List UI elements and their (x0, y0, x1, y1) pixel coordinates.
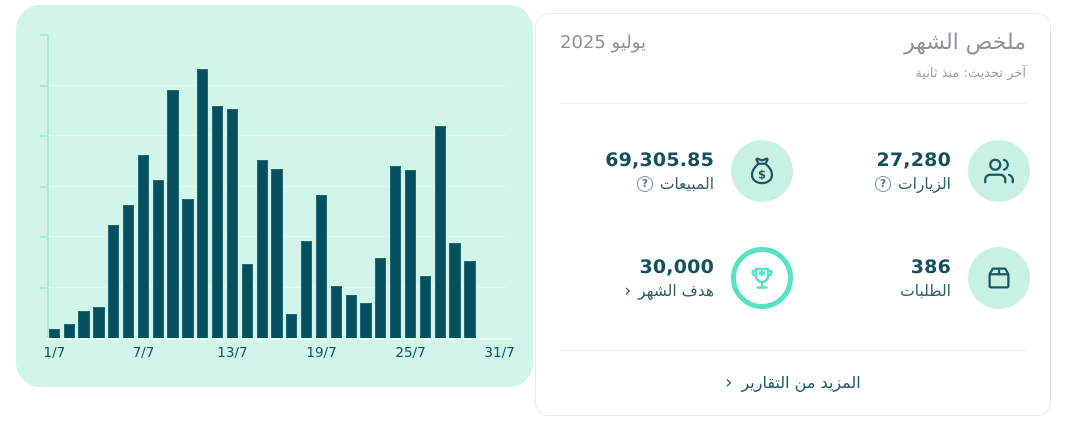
bar-18/7[interactable] (301, 241, 313, 338)
y-axis-tick (40, 236, 48, 238)
goal-value: 30,000 (639, 256, 714, 278)
x-axis-label-25/7: 25/7 (395, 345, 426, 361)
y-axis-tick (40, 286, 48, 289)
gridline (47, 135, 507, 136)
bar-29/7[interactable] (464, 261, 476, 338)
help-icon[interactable]: ? (874, 176, 891, 192)
x-axis-label-13/7: 13/7 (217, 345, 248, 361)
stat-visits: 27,280 الزيارات ? (793, 140, 1030, 202)
bar-10/7[interactable] (182, 199, 194, 338)
y-axis-line (47, 35, 49, 338)
sales-label: المبيعات (659, 175, 714, 193)
visits-value: 27,280 (876, 149, 951, 171)
bar-chart-plot (40, 34, 512, 340)
bar-5/7[interactable] (108, 225, 120, 338)
stat-orders: 386 الطلبات (793, 247, 1030, 309)
x-axis-line (47, 338, 512, 340)
stat-sales: $ 69,305.85 المبيعات ? (556, 140, 793, 202)
trophy-icon (731, 247, 793, 309)
bar-21/7[interactable] (345, 295, 357, 338)
footer-divider (560, 350, 1026, 351)
bar-1/7[interactable] (48, 329, 61, 338)
money-bag-icon: $ (731, 140, 793, 202)
y-axis-tick (40, 34, 48, 36)
stats-grid: 27,280 الزيارات ? $ 69,305 (536, 104, 1050, 350)
x-axis-label-31/7: 31/7 (484, 345, 515, 361)
bar-9/7[interactable] (167, 90, 179, 338)
chevron-left-icon[interactable]: ‹ (725, 371, 733, 393)
bar-3/7[interactable] (78, 311, 90, 338)
bar-6/7[interactable] (122, 205, 135, 338)
help-icon[interactable]: ? (636, 176, 653, 192)
visits-label: الزيارات (897, 175, 951, 193)
bar-25/7[interactable] (404, 170, 417, 338)
bar-7/7[interactable] (137, 155, 150, 338)
bar-28/7[interactable] (449, 243, 461, 338)
bar-13/7[interactable] (226, 109, 239, 338)
header-divider (560, 103, 1026, 104)
orders-label: الطلبات (900, 282, 951, 300)
bar-2/7[interactable] (63, 324, 75, 338)
bar-16/7[interactable] (271, 169, 283, 338)
x-axis-label-7/7: 7/7 (132, 345, 155, 361)
last-update-text: آخر تحديث: منذ ثانية (915, 66, 1026, 81)
bar-20/7[interactable] (330, 286, 342, 338)
bar-24/7[interactable] (390, 166, 402, 338)
users-icon (968, 140, 1030, 202)
bar-11/7[interactable] (197, 69, 209, 338)
more-reports-link[interactable]: المزيد من التقارير ‹ (536, 351, 1050, 414)
bar-17/7[interactable] (286, 314, 298, 338)
summary-header: ملخص الشهر يوليو 2025 آخر تحديث: منذ ثان… (536, 14, 1050, 81)
bar-8/7[interactable] (152, 180, 164, 338)
y-axis-tick (40, 135, 48, 137)
month-summary-card: ملخص الشهر يوليو 2025 آخر تحديث: منذ ثان… (535, 13, 1051, 416)
bar-22/7[interactable] (360, 303, 372, 338)
orders-value: 386 (910, 256, 951, 278)
svg-text:$: $ (758, 167, 766, 181)
more-reports-label[interactable]: المزيد من التقارير (741, 373, 861, 392)
x-axis-label-1/7: 1/7 (43, 345, 66, 361)
chevron-left-icon[interactable]: ‹ (624, 280, 632, 301)
sales-value: 69,305.85 (605, 149, 714, 171)
bar-27/7[interactable] (434, 126, 446, 338)
bar-4/7[interactable] (93, 307, 105, 338)
bar-19/7[interactable] (315, 195, 328, 338)
bar-14/7[interactable] (241, 264, 253, 338)
y-axis-tick (40, 84, 48, 87)
card-title: ملخص الشهر (904, 30, 1026, 55)
period-label: يوليو 2025 (560, 32, 647, 53)
gridline (47, 84, 507, 86)
y-axis-tick (40, 185, 48, 188)
bar-26/7[interactable] (419, 276, 431, 338)
stat-month-goal: 30,000 هدف الشهر ‹ (556, 247, 793, 309)
bar-23/7[interactable] (375, 258, 387, 338)
bar-15/7[interactable] (256, 160, 268, 338)
package-icon (968, 247, 1030, 309)
x-axis-label-19/7: 19/7 (306, 345, 337, 361)
goal-label[interactable]: هدف الشهر (638, 282, 714, 300)
bar-12/7[interactable] (212, 106, 224, 338)
monthly-sales-chart-card: 1/7 7/7 13/7 19/7 25/7 31/7 (16, 5, 533, 387)
x-axis-labels: 1/7 7/7 13/7 19/7 25/7 31/7 (43, 345, 515, 367)
